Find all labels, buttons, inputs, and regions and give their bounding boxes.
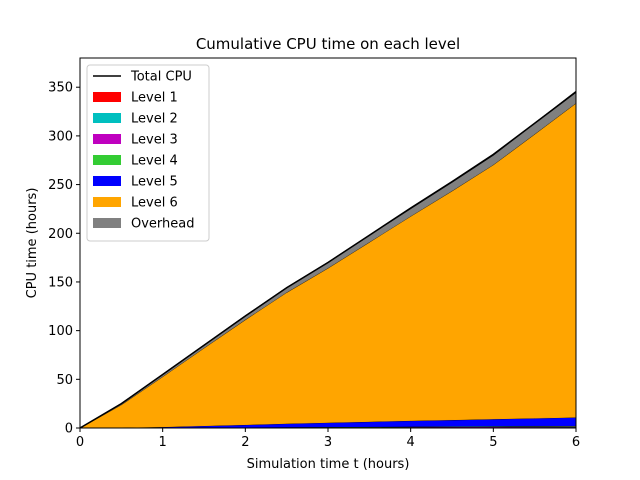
total-cpu-line [79,91,577,429]
x-tick-label: 6 [572,435,580,450]
legend-swatch-level-1 [93,92,121,102]
legend-swatch-level-4 [93,155,121,165]
y-tick-label: 350 [48,81,73,96]
y-axis-label: CPU time (hours) [25,188,40,299]
legend-label-level-3: Level 3 [131,133,178,148]
y-tick-label: 100 [48,324,73,339]
chart-title: Cumulative CPU time on each level [196,35,460,53]
x-tick-label: 4 [407,435,415,450]
legend-label-overhead: Overhead [131,217,195,232]
legend-label-level-6: Level 6 [131,196,178,211]
x-axis-label: Simulation time t (hours) [247,457,410,472]
legend-label-level-2: Level 2 [131,112,178,127]
x-tick-label: 2 [241,435,249,450]
y-tick-label: 150 [48,275,73,290]
x-tick-label: 0 [76,435,84,450]
legend-label-total-cpu: Total CPU [130,70,192,85]
legend: Total CPU Level 1 Level 2 Level 3 Level 4 Lev… [86,64,210,242]
legend-swatch-overhead [93,218,121,228]
y-tick-label: 50 [56,373,73,388]
x-tick-label: 5 [489,435,497,450]
legend-label-level-5: Level 5 [131,175,178,190]
y-tick-label: 0 [65,422,73,437]
legend-swatch-level-5 [93,176,121,186]
y-tick-label: 250 [48,178,73,193]
y-tick-label: 200 [48,227,73,242]
y-axis-ticks: 0 50 100 150 200 250 300 350 [48,81,80,437]
x-tick-label: 1 [159,435,167,450]
y-tick-label: 300 [48,129,73,144]
legend-swatch-level-2 [93,113,121,123]
total-line-group [79,91,577,429]
legend-label-level-1: Level 1 [131,91,178,106]
x-tick-label: 3 [324,435,332,450]
legend-swatch-level-3 [93,134,121,144]
x-axis-ticks: 0 1 2 3 4 5 6 [76,428,580,450]
legend-label-level-4: Level 4 [131,154,178,169]
legend-swatch-level-6 [93,197,121,207]
